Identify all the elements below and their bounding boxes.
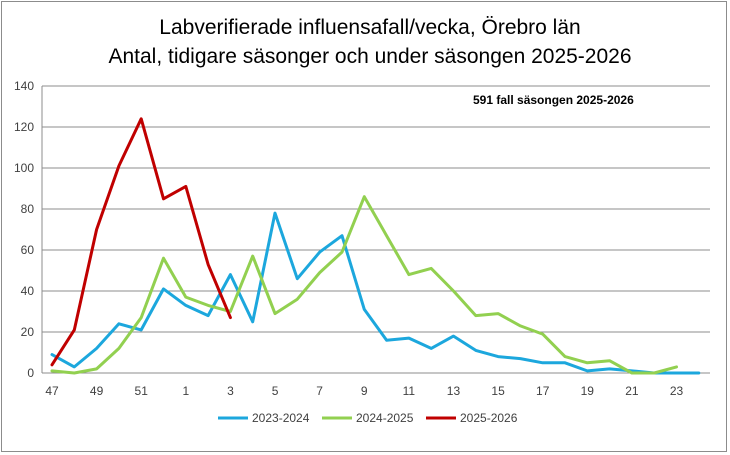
- x-tick-label: 17: [536, 384, 550, 398]
- x-tick-label: 1: [182, 384, 189, 398]
- x-tick-label: 7: [316, 384, 323, 398]
- x-tick-label: 23: [670, 384, 684, 398]
- y-tick-label: 140: [14, 79, 34, 93]
- y-tick-label: 100: [14, 161, 34, 175]
- series-line-2023-2024: [50, 211, 701, 375]
- y-tick-label: 0: [27, 366, 34, 380]
- series-line-2025-2026: [50, 117, 232, 367]
- chart-annotation: 591 fall säsongen 2025-2026: [473, 93, 634, 107]
- series-lines: [50, 117, 701, 375]
- x-tick-label: 9: [361, 384, 368, 398]
- grid-lines: [41, 85, 710, 374]
- y-axis-ticks: 0 20 40 60 80 100 120 140: [14, 79, 34, 380]
- x-tick-label: 19: [581, 384, 595, 398]
- legend-label: 2024-2025: [356, 411, 414, 425]
- y-tick-label: 40: [21, 284, 35, 298]
- x-tick-label: 49: [90, 384, 104, 398]
- y-tick-label: 80: [21, 202, 35, 216]
- y-tick-label: 120: [14, 120, 34, 134]
- legend: 2023-2024 2024-2025 2025-2026: [218, 411, 518, 425]
- chart-subtitle: Antal, tidigare säsonger och under säson…: [108, 45, 631, 68]
- x-tick-label: 15: [491, 384, 505, 398]
- y-tick-label: 60: [21, 243, 35, 257]
- x-tick-label: 3: [227, 384, 234, 398]
- x-tick-label: 5: [272, 384, 279, 398]
- legend-label: 2025-2026: [460, 411, 518, 425]
- x-tick-label: 47: [45, 384, 59, 398]
- y-tick-label: 20: [21, 325, 35, 339]
- series-line-2024-2025: [50, 195, 678, 375]
- x-tick-label: 51: [135, 384, 149, 398]
- x-tick-label: 11: [403, 384, 416, 398]
- legend-label: 2023-2024: [252, 411, 310, 425]
- x-tick-label: 21: [625, 384, 639, 398]
- x-axis: 47 49 51 1 3 5 7 9 11 13 15 17 19 21 23: [45, 384, 683, 398]
- chart-title: Labverifierade influensafall/vecka, Öreb…: [159, 16, 580, 39]
- x-tick-label: 13: [447, 384, 461, 398]
